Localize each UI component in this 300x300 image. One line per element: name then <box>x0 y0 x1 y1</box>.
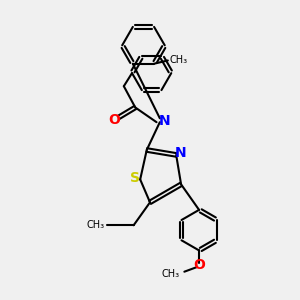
Text: CH₃: CH₃ <box>169 55 188 65</box>
Text: S: S <box>130 171 140 185</box>
Text: N: N <box>175 146 187 160</box>
Text: CH₃: CH₃ <box>87 220 105 230</box>
Text: CH₃: CH₃ <box>161 269 179 279</box>
Text: O: O <box>108 113 120 127</box>
Text: O: O <box>193 259 205 272</box>
Text: N: N <box>158 114 170 128</box>
